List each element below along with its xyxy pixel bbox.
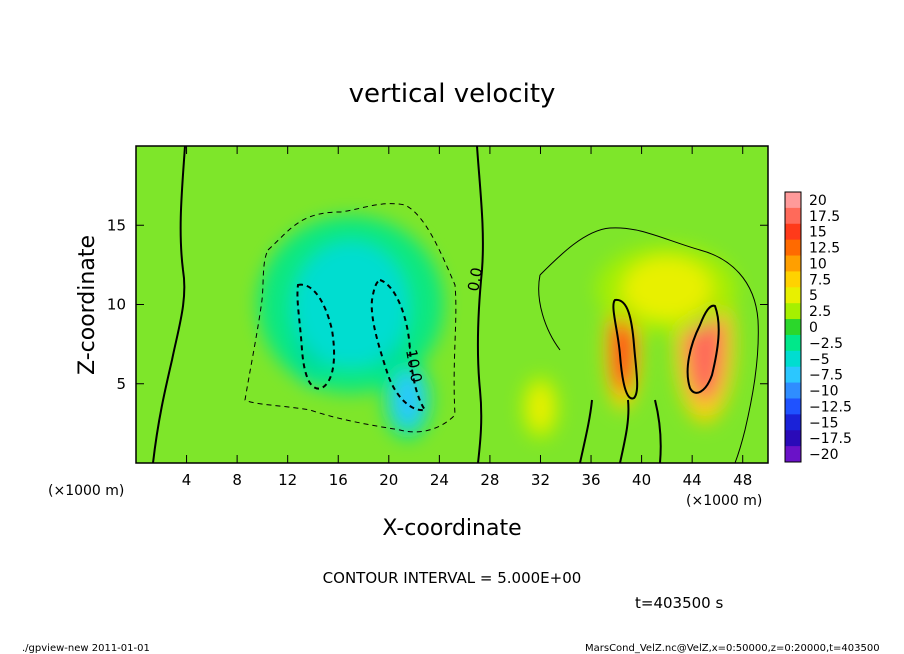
colorbar-swatch bbox=[785, 271, 801, 288]
colorbar-swatch bbox=[785, 430, 801, 447]
colorbar-swatch bbox=[785, 207, 801, 225]
contour-label-zero: 0.0 bbox=[464, 266, 486, 293]
colorbar-label: 20 bbox=[809, 193, 827, 209]
footer-left: ./gpview-new 2011-01-01 bbox=[22, 643, 150, 654]
colorbar: 2017.51512.5107.552.50−2.5−5−7.5−10−12.5… bbox=[784, 191, 852, 463]
colorbar-label: 7.5 bbox=[809, 272, 831, 288]
x-axis-label: X-coordinate bbox=[382, 516, 521, 541]
colorbar-swatch bbox=[785, 366, 801, 384]
colorbar-label: 15 bbox=[809, 225, 827, 241]
x-tick-label: 4 bbox=[182, 471, 192, 489]
x-tick-label: 32 bbox=[531, 471, 550, 489]
colorbar-label: 5 bbox=[809, 288, 818, 304]
neg10-contour-right bbox=[370, 278, 427, 412]
field-feature bbox=[392, 371, 423, 429]
y-axis: 5 10 15 bbox=[107, 216, 768, 393]
y-unit-label: (×1000 m) bbox=[48, 483, 124, 499]
y-tick-label: 10 bbox=[107, 296, 126, 314]
colorbar-frame bbox=[784, 191, 802, 463]
zero-contour-bottom-right bbox=[579, 399, 662, 463]
colorbar-swatch bbox=[785, 334, 801, 352]
contour-interval-label: CONTOUR INTERVAL = 5.000E+00 bbox=[323, 569, 582, 587]
colorbar-label: −2.5 bbox=[809, 336, 843, 352]
colorbar-swatch bbox=[785, 398, 801, 415]
colorbar-label: −20 bbox=[809, 447, 839, 463]
field-feature bbox=[527, 383, 554, 432]
colorbar-label: −17.5 bbox=[809, 431, 852, 447]
colorbar-swatch bbox=[785, 223, 801, 241]
contour-lines bbox=[152, 146, 759, 463]
footer-right: MarsCond_VelZ.nc@VelZ,x=0:50000,z=0:2000… bbox=[585, 643, 880, 654]
colorbar-label: −15 bbox=[809, 415, 839, 431]
colorbar-swatch bbox=[785, 255, 801, 272]
x-tick-label: 40 bbox=[632, 471, 651, 489]
y-tick-label: 5 bbox=[116, 375, 126, 393]
colorbar-label: 12.5 bbox=[809, 241, 840, 257]
colorbar-swatch bbox=[785, 239, 801, 257]
x-axis: 4 8 12 16 20 24 28 32 36 40 44 48 bbox=[182, 146, 752, 489]
x-tick-label: 20 bbox=[379, 471, 398, 489]
y-axis-label: Z-coordinate bbox=[75, 235, 100, 375]
pos10-contour-left bbox=[612, 298, 639, 400]
colorbar-swatch bbox=[785, 319, 801, 336]
zero-contour-left bbox=[152, 146, 186, 463]
x-tick-label: 16 bbox=[329, 471, 348, 489]
zero-contour-mid bbox=[476, 146, 484, 463]
x-tick-label: 24 bbox=[430, 471, 449, 489]
colorbar-swatch bbox=[785, 287, 801, 304]
colorbar-swatch bbox=[785, 350, 801, 368]
time-label: t=403500 s bbox=[635, 594, 723, 612]
field-feature bbox=[622, 256, 712, 321]
field-features bbox=[257, 215, 738, 441]
x-tick-label: 8 bbox=[232, 471, 242, 489]
colorbar-swatch bbox=[785, 382, 801, 399]
colorbar-label: −12.5 bbox=[809, 399, 852, 415]
y-tick-label: 15 bbox=[107, 216, 126, 234]
colorbar-label: 10 bbox=[809, 256, 827, 272]
pos10-contour-right bbox=[686, 304, 720, 394]
colorbar-swatch bbox=[785, 192, 801, 209]
colorbar-label: 2.5 bbox=[809, 304, 831, 320]
chart-title: vertical velocity bbox=[349, 79, 556, 109]
colorbar-label: −7.5 bbox=[809, 368, 843, 384]
field-feature bbox=[292, 241, 410, 368]
colorbar-label: 17.5 bbox=[809, 209, 840, 225]
colorbar-swatch bbox=[785, 303, 801, 320]
x-unit-label: (×1000 m) bbox=[686, 493, 762, 509]
x-tick-label: 36 bbox=[581, 471, 600, 489]
colorbar-swatch bbox=[785, 446, 801, 463]
plot-area: 0.0 -10.0 bbox=[136, 146, 768, 463]
x-tick-label: 28 bbox=[480, 471, 499, 489]
x-tick-label: 44 bbox=[683, 471, 702, 489]
pos5-contour bbox=[538, 227, 759, 463]
colorbar-swatch bbox=[785, 414, 801, 431]
colorbar-label: −10 bbox=[809, 384, 839, 400]
x-tick-label: 12 bbox=[278, 471, 297, 489]
colorbar-label: 0 bbox=[809, 320, 818, 336]
colorbar-label: −5 bbox=[809, 352, 830, 368]
x-tick-label: 48 bbox=[733, 471, 752, 489]
